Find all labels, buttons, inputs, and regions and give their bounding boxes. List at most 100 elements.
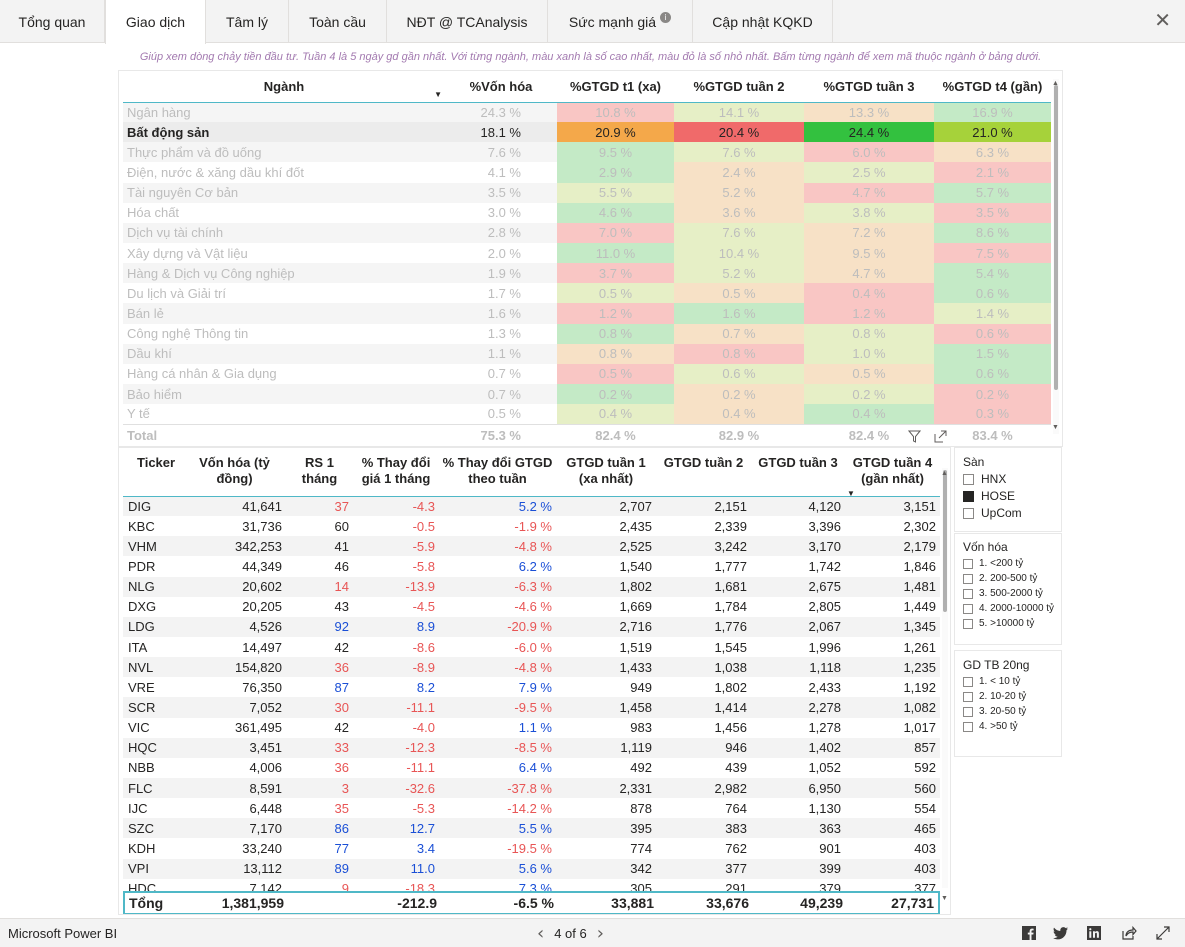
col-header-nganh[interactable]: Ngành ▼ [123, 71, 445, 103]
sector-week-3-cell[interactable]: 0.4 % [804, 404, 934, 425]
powerbi-brand[interactable]: Microsoft Power BI [8, 926, 118, 941]
sector-week-1-cell[interactable]: 4.6 % [557, 202, 674, 223]
sector-week-2-cell[interactable]: 1.6 % [674, 303, 804, 324]
sector-name[interactable]: Xây dựng và Vật liệu [127, 245, 248, 261]
info-icon[interactable]: i [660, 12, 672, 23]
slicer-option[interactable]: 4. 2000-10000 tỷ [963, 603, 1054, 614]
slicer-option[interactable]: 3. 20-50 tỷ [963, 706, 1026, 717]
sector-week-1-cell[interactable]: 0.5 % [557, 283, 674, 304]
col-header-gtgd-tuan-3[interactable]: GTGD tuần 3 [751, 448, 845, 497]
sector-week-2-cell[interactable]: 7.6 % [674, 142, 804, 163]
ticker-cell[interactable]: HQC [123, 737, 183, 758]
stock-row[interactable]: SZC 7,170 86 12.7 5.5 % 395 383 363 465 [123, 818, 940, 839]
sector-row[interactable]: Ngân hàng 24.3 % 10.8 % 14.1 % 13.3 % 16.9 % [123, 102, 1051, 123]
sector-week-2-cell[interactable]: 14.1 % [674, 102, 804, 123]
sector-name[interactable]: Du lịch và Giải trí [127, 285, 226, 301]
checkbox[interactable] [963, 706, 973, 717]
col-header-gtgd-t3[interactable]: %GTGD tuần 3 [804, 71, 934, 103]
ticker-cell[interactable]: DXG [128, 599, 157, 615]
sector-week-1-cell[interactable]: 0.2 % [557, 383, 674, 405]
sector-row[interactable]: Xây dựng và Vật liệu 2.0 % 11.0 % 10.4 % 9.5… [123, 242, 1051, 264]
tab-toan-cau[interactable]: Toàn cầu [289, 0, 387, 43]
sector-week-2-cell[interactable]: 0.8 % [674, 343, 804, 364]
slicer-option[interactable]: 2. 200-500 tỷ [963, 573, 1037, 584]
sector-name[interactable]: Ngân hàng [123, 102, 445, 123]
sector-name[interactable]: Hàng & Dịch vụ Công nghiệp [123, 263, 445, 284]
ticker-cell[interactable]: FLC [123, 777, 183, 799]
sector-week-2-cell[interactable]: 20.4 % [674, 122, 804, 143]
next-page-icon[interactable]: › [596, 923, 604, 944]
checkbox[interactable] [963, 603, 973, 614]
prev-page-icon[interactable]: ‹ [537, 923, 545, 944]
checkbox[interactable] [963, 507, 974, 519]
col-header-thay-doi-gia[interactable]: % Thay đổi giá 1 tháng [353, 448, 439, 497]
sector-week-4-cell[interactable]: 7.5 % [934, 242, 1051, 264]
sector-name[interactable]: Điện, nước & xăng dầu khí đốt [127, 164, 304, 180]
col-header-thay-doi-gtgd[interactable]: % Thay đổi GTGD theo tuần [439, 448, 556, 497]
sector-week-3-cell[interactable]: 0.4 % [804, 283, 934, 304]
scroll-up-icon[interactable]: ▲ [941, 470, 948, 477]
focus-mode-icon[interactable] [934, 430, 947, 443]
stock-row[interactable]: SCR 7,052 30 -11.1 -9.5 % 1,458 1,414 2,278 1,08… [123, 697, 940, 718]
checkbox[interactable] [963, 473, 974, 485]
sector-name[interactable]: Tài nguyên Cơ bản [123, 182, 445, 203]
sector-row[interactable]: Hàng & Dịch vụ Công nghiệp 1.9 % 3.7 % 5.2 … [123, 263, 1051, 284]
tab-tam-ly[interactable]: Tâm lý [206, 0, 289, 43]
col-header-gtgd-tuan-2[interactable]: GTGD tuần 2 [656, 448, 751, 497]
slicer-option[interactable]: 4. >50 tỷ [963, 721, 1018, 732]
sector-name[interactable]: Y tế [127, 406, 150, 422]
sector-week-1-cell[interactable]: 2.9 % [557, 162, 674, 183]
ticker-cell[interactable]: SZC [123, 818, 183, 839]
sector-week-3-cell[interactable]: 1.0 % [804, 343, 934, 364]
sector-name[interactable]: Bảo hiểm [123, 383, 445, 405]
sector-week-2-cell[interactable]: 2.4 % [674, 162, 804, 183]
ticker-cell[interactable]: NBB [128, 760, 155, 776]
stock-row[interactable]: VIC 361,495 42 -4.0 1.1 % 983 1,456 1,278 1,017 [123, 718, 940, 738]
sector-week-4-cell[interactable]: 1.5 % [934, 343, 1051, 364]
stock-row[interactable]: ITA 14,497 42 -8.6 -6.0 % 1,519 1,545 1,996 1,26… [123, 637, 940, 657]
ticker-cell[interactable]: IJC [128, 800, 148, 816]
sector-week-1-cell[interactable]: 0.8 % [557, 323, 674, 344]
stock-row[interactable]: HQC 3,451 33 -12.3 -8.5 % 1,119 946 1,402 857 [123, 737, 940, 758]
sector-week-3-cell[interactable]: 0.8 % [804, 323, 934, 344]
sector-week-2-cell[interactable]: 0.5 % [674, 283, 804, 304]
ticker-cell[interactable]: VHM [123, 536, 183, 557]
sector-week-1-cell[interactable]: 5.5 % [557, 182, 674, 203]
slicer-option[interactable]: 5. >10000 tỷ [963, 618, 1034, 629]
ticker-cell[interactable]: DIG [123, 496, 183, 517]
sector-week-3-cell[interactable]: 3.8 % [804, 202, 934, 223]
checkbox[interactable] [963, 618, 973, 629]
sector-name[interactable]: Dầu khí [123, 343, 445, 364]
checkbox[interactable] [963, 691, 973, 702]
sector-week-4-cell[interactable]: 0.6 % [934, 363, 1051, 384]
checkbox-checked[interactable] [963, 490, 974, 502]
stock-row[interactable]: LDG 4,526 92 8.9 -20.9 % 2,716 1,776 2,067 1,345 [123, 616, 940, 637]
col-header-ticker[interactable]: Ticker [123, 448, 183, 497]
sector-week-2-cell[interactable]: 0.4 % [674, 404, 804, 425]
sector-week-1-cell[interactable]: 11.0 % [557, 242, 674, 264]
sector-week-1-cell[interactable]: 7.0 % [557, 222, 674, 243]
sector-week-4-cell[interactable]: 6.3 % [934, 142, 1051, 163]
sector-week-3-cell[interactable]: 4.7 % [804, 263, 934, 284]
stocks-scrollbar[interactable] [942, 468, 948, 888]
sector-week-2-cell[interactable]: 10.4 % [674, 242, 804, 264]
slicer-option[interactable]: 1. < 10 tỷ [963, 676, 1020, 687]
slicer-option-hnx[interactable]: HNX [963, 472, 1006, 486]
tab-cap-nhat-kqkd[interactable]: Cập nhật KQKD [693, 0, 833, 43]
sector-week-4-cell[interactable]: 21.0 % [934, 122, 1051, 143]
sector-week-4-cell[interactable]: 0.3 % [934, 404, 1051, 425]
sector-week-3-cell[interactable]: 2.5 % [804, 162, 934, 183]
sector-row[interactable]: Dịch vụ tài chính 2.8 % 7.0 % 7.6 % 7.2 % 8.6… [123, 222, 1051, 243]
sector-row[interactable]: Bán lẻ 1.6 % 1.2 % 1.6 % 1.2 % 1.4 % [123, 303, 1051, 324]
tab-giao-dich[interactable]: Giao dịch [105, 0, 206, 44]
sector-row[interactable]: Công nghệ Thông tin 1.3 % 0.8 % 0.7 % 0.8 % 0… [123, 323, 1051, 344]
tab-ndt-tcanalysis[interactable]: NĐT @ TCAnalysis [387, 0, 548, 43]
stock-row[interactable]: KBC 31,736 60 -0.5 -1.9 % 2,435 2,339 3,396 2,30… [123, 516, 940, 536]
close-icon[interactable]: ✕ [1154, 8, 1171, 32]
scrollbar-thumb[interactable] [943, 470, 947, 612]
checkbox[interactable] [963, 573, 973, 584]
sector-name[interactable]: Dịch vụ tài chính [123, 222, 445, 243]
facebook-icon[interactable] [1021, 925, 1037, 941]
stock-row[interactable]: FLC 8,591 3 -32.6 -37.8 % 2,331 2,982 6,950 560 [123, 777, 940, 799]
sector-row[interactable]: Bảo hiểm 0.7 % 0.2 % 0.2 % 0.2 % 0.2 % [123, 383, 1051, 405]
